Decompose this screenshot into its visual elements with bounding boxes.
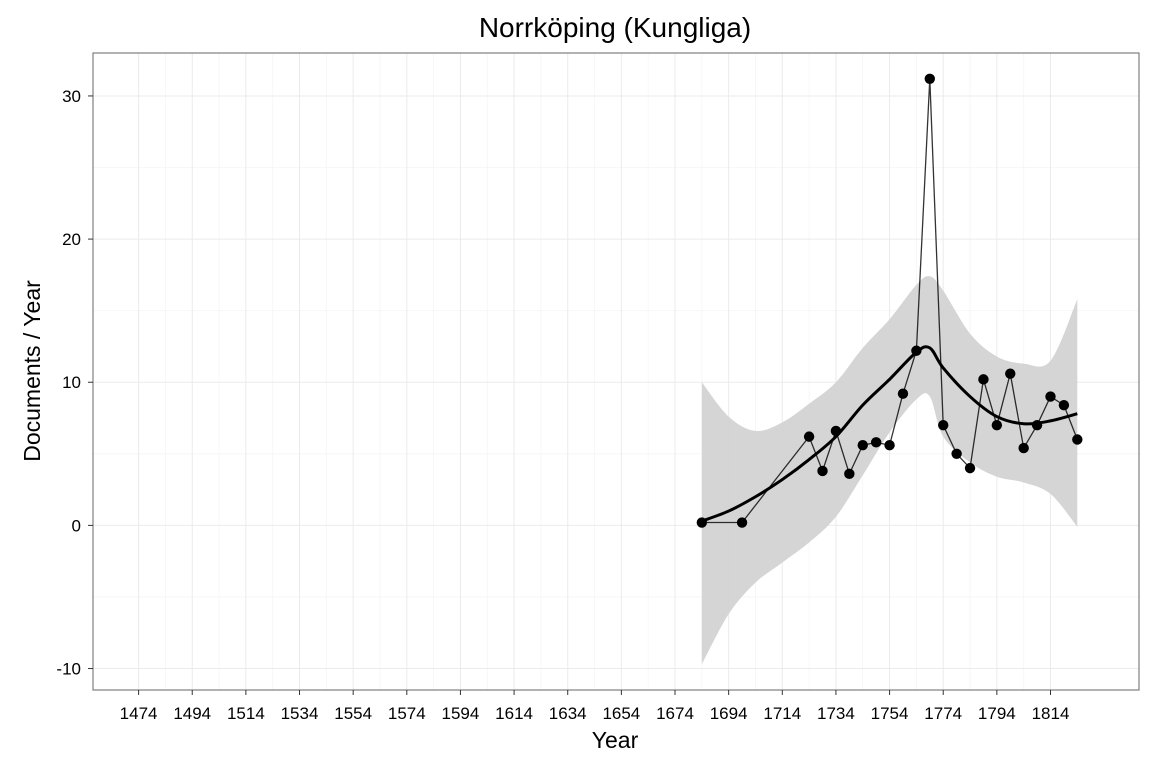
x-tick-label: 1614 [495,704,533,723]
data-point [884,440,895,451]
y-tick-label: 10 [62,373,81,392]
panel-border [92,52,1140,691]
x-tick-label: 1654 [602,704,640,723]
x-axis-ticks: 1474 1494 1514 1534 1554 1574 1594 1614 1634 1654… [120,690,1070,723]
data-point [803,431,815,442]
x-tick-label: 1494 [173,704,211,723]
data-point [1045,391,1056,402]
data-points-layer [696,73,1083,528]
data-point [897,388,909,399]
y-tick-label: 30 [62,87,81,106]
x-tick-label: 1474 [120,704,158,723]
x-tick-label: 1574 [388,704,426,723]
data-point [870,437,882,448]
data-point [1072,434,1083,445]
data-point [1058,399,1070,411]
data-point [696,517,708,528]
data-point [830,425,842,437]
major-gridlines [93,53,1139,690]
x-tick-label: 1714 [763,704,801,723]
y-axis-title: Documents / Year [19,280,45,462]
smooth-line-layer [701,345,1078,523]
chart-title: Norrköping (Kungliga) [479,12,751,43]
data-point [817,465,828,477]
y-axis-ticks: -10 0 10 20 30 [56,87,93,679]
x-tick-label: 1754 [871,704,909,723]
data-point [844,468,855,480]
x-tick-label: 1594 [442,704,480,723]
data-point [991,419,1003,431]
data-point [924,73,935,84]
x-tick-label: 1554 [334,704,372,723]
x-tick-label: 1794 [978,704,1016,723]
y-tick-label: 20 [62,230,81,249]
data-point [951,448,962,460]
x-tick-label: 1514 [227,704,265,723]
data-point [736,517,748,528]
data-point [978,374,989,385]
confidence-band-layer [701,276,1078,665]
x-tick-label: 1694 [710,704,748,723]
y-tick-label: -10 [56,660,81,679]
x-tick-label: 1734 [817,704,855,723]
y-tick-label: 0 [72,516,81,535]
data-point [964,462,976,474]
confidence-band [701,276,1078,665]
data-point [911,345,922,356]
x-axis-title: Year [592,727,639,753]
x-tick-label: 1774 [924,704,962,723]
smooth-fit-line [701,345,1078,523]
data-point [857,440,868,451]
data-point [1005,368,1016,379]
data-point [1018,442,1029,454]
data-point [938,419,949,431]
x-tick-label: 1674 [656,704,694,723]
data-point [1031,419,1043,431]
x-tick-label: 1814 [1032,704,1070,723]
x-tick-label: 1534 [281,704,319,723]
x-tick-label: 1634 [549,704,587,723]
